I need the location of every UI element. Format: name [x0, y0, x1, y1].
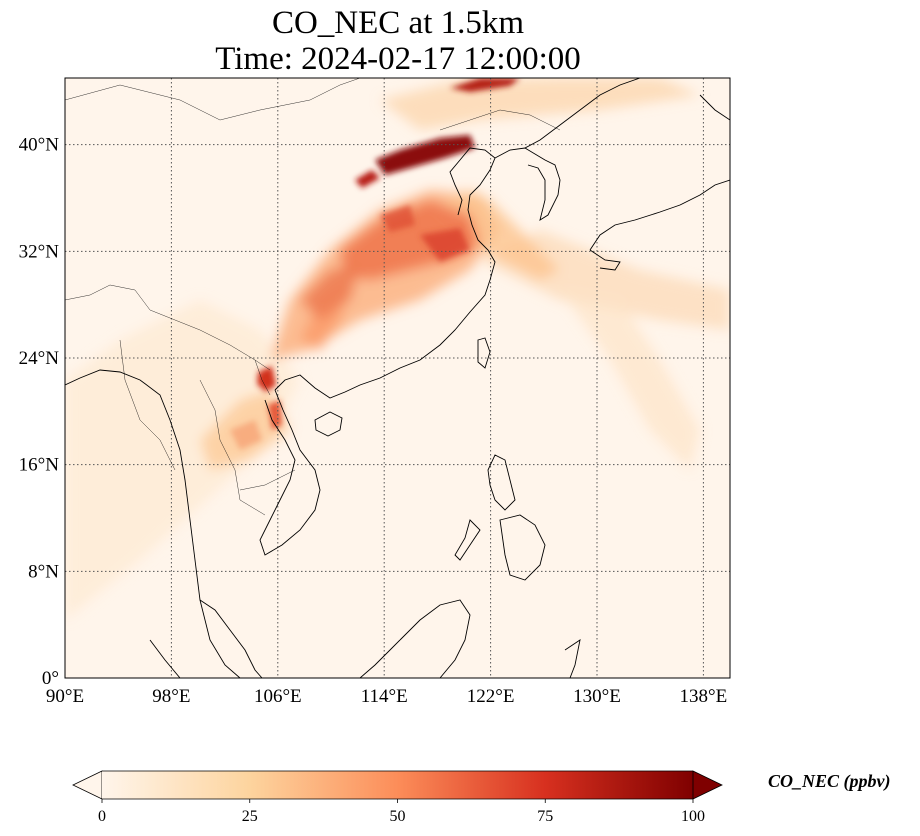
lat-tick-label: 16°N [19, 455, 60, 476]
colorbar-tick-label: 0 [98, 808, 106, 825]
map-title-line2: Time: 2024-02-17 12:00:00 [215, 41, 581, 77]
map-panel [64, 77, 731, 679]
colorbar-ticks: 0 25 50 75 100 [98, 799, 705, 825]
map-title-line1: CO_NEC at 1.5km [271, 5, 525, 41]
colorbar-extend-max [692, 770, 723, 800]
lat-tick-label: 8°N [28, 561, 59, 582]
colorbar-title: CO_NEC (ppbv) [768, 771, 891, 791]
colorbar-tick-label: 75 [537, 808, 553, 825]
axis-labels: 90°E 98°E 106°E 114°E 122°E 130°E 138°E 0° 8°N 16… [19, 135, 728, 707]
lon-tick-label: 138°E [680, 686, 728, 707]
colorbar-tick-label: 50 [390, 808, 406, 825]
lon-tick-label: 114°E [361, 686, 408, 707]
coastlines [65, 78, 730, 678]
borders [65, 78, 561, 516]
lat-tick-label: 24°N [19, 348, 60, 369]
co-concentration-field [65, 78, 730, 620]
lat-tick-label: 40°N [19, 135, 60, 156]
lon-tick-label: 98°E [152, 686, 190, 707]
colorbar-extend-min [72, 770, 103, 800]
lon-tick-label: 130°E [573, 686, 621, 707]
lat-tick-label: 0° [42, 668, 59, 689]
lat-tick-label: 32°N [19, 241, 60, 262]
graticule [65, 78, 730, 678]
colorbar-tick-label: 100 [681, 808, 705, 825]
colorbar-tick-label: 25 [242, 808, 258, 825]
lon-tick-label: 122°E [467, 686, 515, 707]
colorbar: 0 25 50 75 100 [72, 770, 723, 825]
lon-tick-label: 90°E [46, 686, 84, 707]
map-frame [64, 77, 731, 679]
lon-tick-label: 106°E [254, 686, 302, 707]
colorbar-gradient [102, 771, 693, 799]
